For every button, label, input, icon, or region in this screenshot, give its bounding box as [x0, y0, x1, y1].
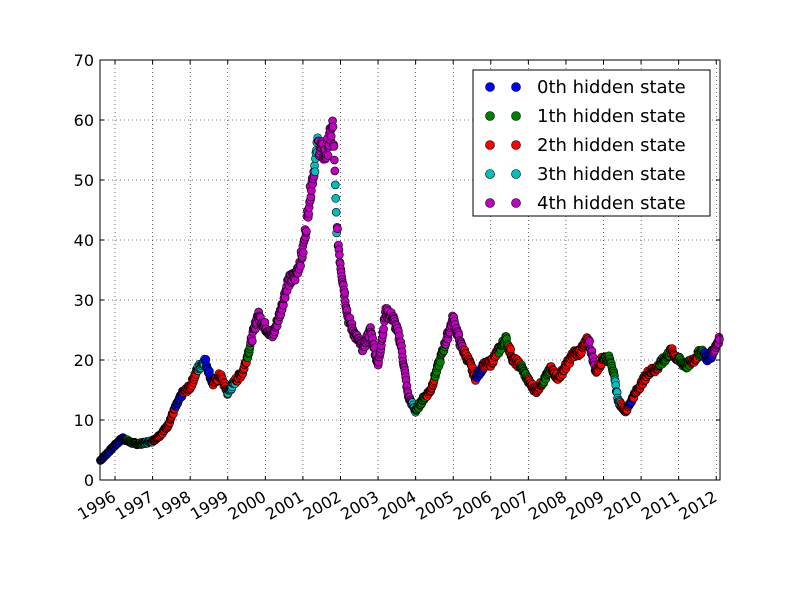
data-point-state-3: [331, 194, 341, 203]
data-point-state-4: [335, 250, 344, 260]
y-tick-label: 40: [74, 231, 94, 250]
y-tick-label: 20: [74, 351, 94, 370]
y-tick-label: 10: [74, 411, 94, 430]
data-point-state-4: [326, 131, 336, 141]
data-point-state-4: [330, 155, 339, 165]
legend-label: 4th hidden state: [537, 193, 686, 214]
data-point-state-4: [248, 336, 257, 346]
legend-marker: [511, 111, 521, 121]
legend-label: 0th hidden state: [537, 77, 686, 98]
data-point-state-4: [329, 142, 339, 151]
legend-marker: [511, 169, 521, 179]
data-point-state-3: [330, 180, 340, 190]
y-tick-label: 60: [74, 111, 94, 130]
legend-marker: [485, 140, 495, 150]
data-point-state-4: [302, 226, 311, 236]
legend-marker: [511, 198, 521, 208]
data-point-state-4: [585, 337, 594, 346]
data-point-state-4: [328, 122, 338, 132]
legend-marker: [485, 198, 495, 208]
y-tick-label: 50: [74, 171, 94, 190]
data-point-state-4: [333, 224, 342, 234]
legend-label: 3th hidden state: [537, 164, 686, 185]
data-point-state-3: [310, 167, 320, 176]
legend-marker: [485, 111, 495, 121]
legend-marker: [485, 82, 495, 92]
legend-label: 2th hidden state: [537, 135, 686, 156]
data-point-state-4: [298, 248, 308, 257]
data-points: [96, 116, 724, 465]
plot-frame: [99, 59, 721, 481]
data-point-state-1: [436, 357, 445, 367]
legend-marker: [485, 169, 495, 179]
y-tick-label: 70: [74, 51, 94, 70]
data-point-state-3: [331, 207, 341, 217]
legend: 0th hidden state 1th hidden state 2th hidd…: [472, 69, 711, 217]
data-point-state-2: [506, 344, 516, 354]
y-tick-label: 0: [84, 471, 94, 490]
legend-marker: [511, 140, 521, 150]
y-tick-label: 30: [74, 291, 94, 310]
data-point-state-4: [340, 288, 350, 298]
legend-label: 1th hidden state: [537, 106, 686, 127]
data-point-state-4: [296, 261, 305, 271]
data-point-state-4: [330, 166, 340, 176]
data-point-state-4: [379, 324, 388, 334]
data-point-state-4: [715, 335, 724, 344]
legend-marker: [511, 82, 521, 92]
